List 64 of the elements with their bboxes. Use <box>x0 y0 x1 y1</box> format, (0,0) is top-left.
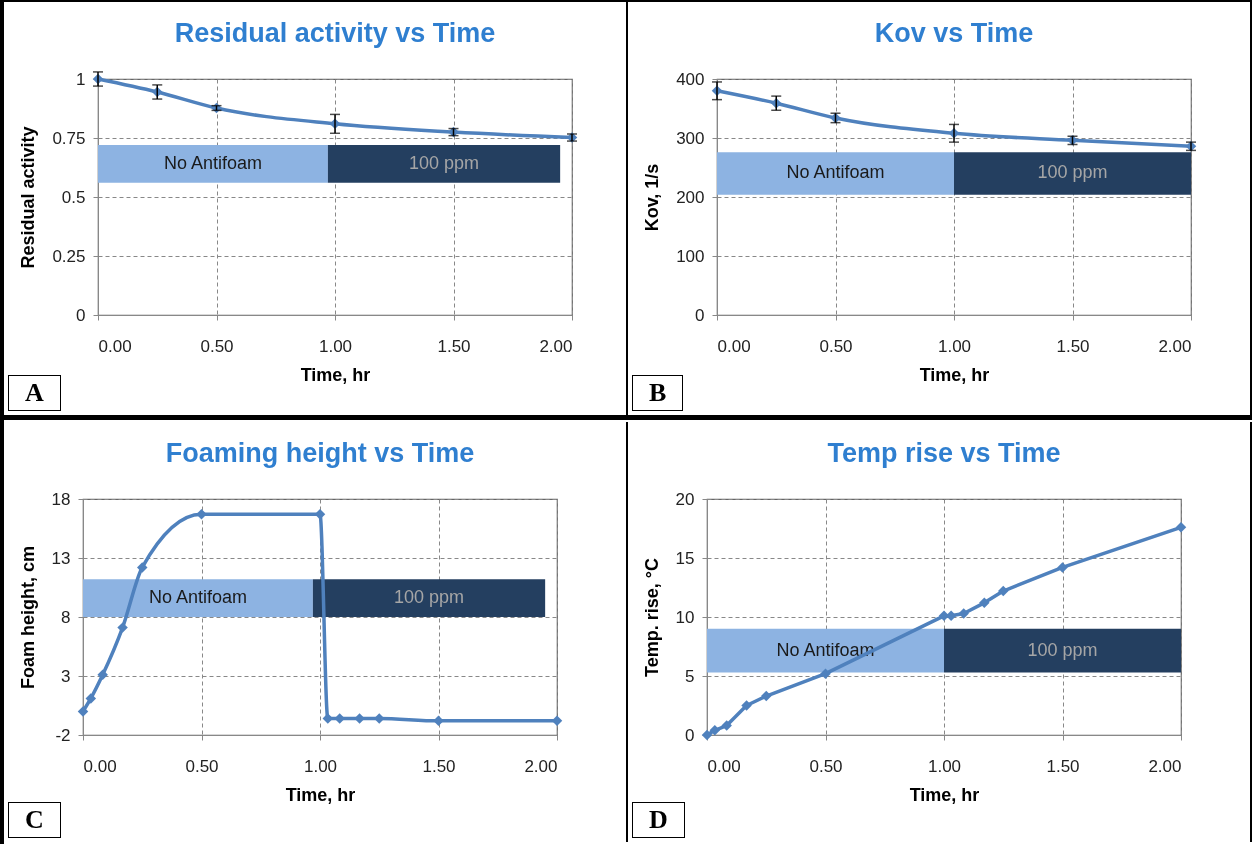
band-label: 100 ppm <box>1037 162 1108 183</box>
y-tick-label: 3 <box>61 666 71 686</box>
x-axis-title: Time, hr <box>300 364 371 385</box>
y-tick-label: 0.25 <box>52 246 86 266</box>
x-tick-label: 0.50 <box>809 756 843 776</box>
y-tick-label: 18 <box>51 489 71 509</box>
x-tick-label: 1.00 <box>927 756 962 776</box>
y-tick-label: 200 <box>676 187 705 207</box>
y-axis-title: Foam height, cm <box>17 545 38 690</box>
x-tick-label: 1.50 <box>1056 336 1090 356</box>
x-tick-label: 0.00 <box>717 336 751 356</box>
x-tick-label: 1.50 <box>437 336 471 356</box>
x-tick-label: 0.50 <box>200 336 234 356</box>
y-axis-title: Temp. rise, °C <box>641 558 662 677</box>
text: A <box>8 375 61 411</box>
x-tick-label: 0.50 <box>185 756 219 776</box>
y-tick-label: 15 <box>675 548 695 568</box>
y-tick-label: 8 <box>61 607 71 627</box>
y-tick-label: 400 <box>676 69 705 89</box>
y-tick-label: 300 <box>676 128 705 148</box>
chart-title: Temp rise vs Time <box>827 438 1061 468</box>
band-label: 100 ppm <box>393 587 465 608</box>
x-tick-label: 1.00 <box>937 336 972 356</box>
chart-title: Residual activity vs Time <box>174 18 496 48</box>
x-tick-label: 2.00 <box>524 756 558 776</box>
y-tick-label: 5 <box>685 666 695 686</box>
band-label: 100 ppm <box>1027 639 1098 660</box>
x-tick-label: 1.50 <box>1046 756 1080 776</box>
x-tick-label: 2.00 <box>1158 336 1192 356</box>
chart-title: Foaming height vs Time <box>165 438 475 468</box>
y-tick-label: 20 <box>675 489 695 509</box>
y-tick-label: 1 <box>76 69 86 89</box>
x-axis-title: Time, hr <box>909 784 980 805</box>
x-tick-label: 1.00 <box>303 756 338 776</box>
y-axis-title: Kov, 1/s <box>642 163 663 232</box>
x-tick-label: 2.00 <box>539 336 573 356</box>
y-tick-label: 0.75 <box>52 128 86 148</box>
band-label: No Antifoam <box>776 639 875 660</box>
band-label: No Antifoam <box>786 162 885 183</box>
y-tick-label: 13 <box>51 548 71 568</box>
band-label: 100 ppm <box>408 152 480 173</box>
x-tick-label: 0.00 <box>707 756 741 776</box>
x-tick-label: 0.00 <box>98 336 132 356</box>
x-tick-label: 0.50 <box>819 336 853 356</box>
text: B <box>632 375 684 411</box>
y-tick-label: -2 <box>55 725 71 745</box>
y-tick-label: 0 <box>76 305 86 325</box>
x-tick-label: 2.00 <box>1148 756 1182 776</box>
y-axis-title: Residual activity <box>18 126 39 269</box>
x-axis-title: Time, hr <box>919 364 990 385</box>
text: C <box>8 802 61 838</box>
y-tick-label: 0 <box>685 725 695 745</box>
x-tick-label: 1.50 <box>422 756 456 776</box>
band-label: No Antifoam <box>163 152 262 173</box>
chart-title: Kov vs Time <box>874 18 1034 48</box>
y-tick-label: 0 <box>695 305 705 325</box>
y-tick-label: 100 <box>676 246 705 266</box>
band-label: No Antifoam <box>148 587 247 608</box>
x-tick-label: 1.00 <box>318 336 353 356</box>
x-axis-title: Time, hr <box>285 784 356 805</box>
y-tick-label: 10 <box>675 607 695 627</box>
y-tick-label: 0.5 <box>61 187 86 207</box>
text: D <box>632 802 685 838</box>
x-tick-label: 0.00 <box>83 756 117 776</box>
